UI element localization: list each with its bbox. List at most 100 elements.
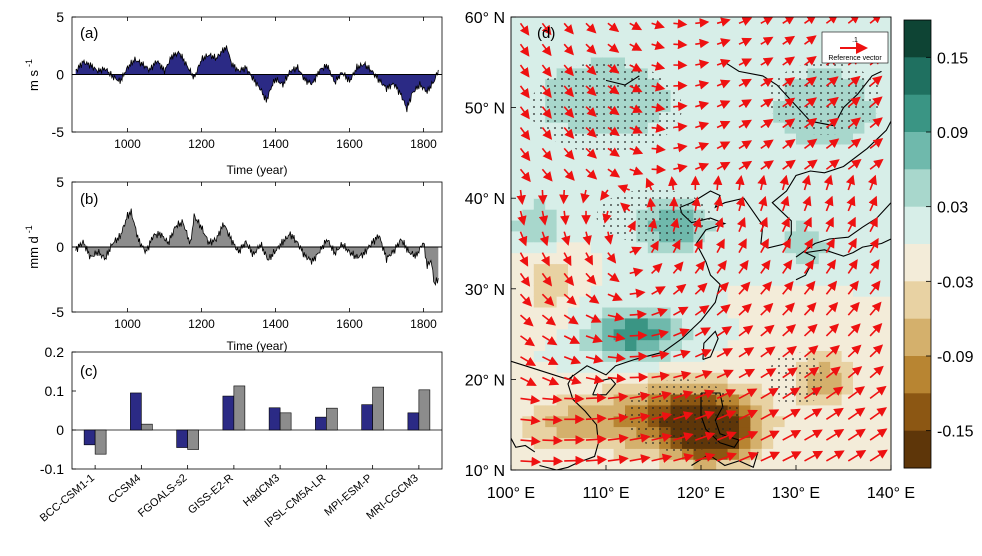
wind-vector [563, 85, 575, 98]
field-cell [625, 459, 637, 470]
field-cell [511, 415, 523, 428]
field-cell [773, 198, 786, 210]
field-cell [625, 46, 637, 58]
field-cell [704, 111, 717, 123]
field-cell [796, 404, 808, 417]
wind-vector [607, 312, 625, 322]
field-cell [796, 274, 808, 286]
field-cell [875, 165, 888, 178]
field-cell [682, 187, 694, 199]
field-cell [750, 187, 763, 199]
field-cell [887, 100, 891, 112]
field-cell [704, 209, 717, 221]
field-cell [602, 187, 615, 199]
field-cell [636, 252, 649, 265]
wind-vector [716, 369, 734, 379]
field-cell [887, 393, 891, 406]
field-cell [841, 165, 854, 178]
field-cell [864, 67, 877, 80]
wind-vector [563, 126, 575, 140]
wind-vector [585, 126, 597, 138]
wind-vector [782, 387, 801, 400]
field-cell [807, 306, 820, 319]
wind-vector [673, 349, 691, 359]
field-cell [545, 383, 558, 395]
field-cell [750, 46, 763, 58]
field-cell [568, 296, 580, 308]
panel-c-frame [71, 351, 443, 470]
panel-a-ylabel: m s -1 [24, 59, 41, 91]
colorbar-tick-label: 0.09 [937, 125, 968, 142]
field-cell [841, 296, 854, 308]
field-cell [556, 415, 569, 428]
field-cell [647, 306, 660, 319]
field-cell [727, 219, 740, 232]
field-cell [659, 459, 672, 470]
field-cell [556, 219, 569, 232]
field-cell [727, 361, 740, 373]
panel-b: 1000 1200 1400 1600 1800 -5 0 5 (b) Time (year)… [24, 174, 443, 353]
field-cell [830, 361, 843, 373]
field-cell [556, 448, 569, 460]
wind-vector [563, 147, 575, 160]
field-cell [511, 252, 523, 265]
field-cell [556, 252, 569, 265]
field-cell [807, 198, 820, 210]
field-cell [511, 393, 523, 406]
panel-d-label: (d) [537, 25, 555, 42]
field-cell [750, 209, 763, 221]
field-cell [784, 176, 797, 188]
field-cell [568, 306, 580, 319]
field-cell [625, 165, 637, 178]
field-cell [853, 361, 865, 373]
field-cell [704, 143, 717, 156]
field-cell [579, 263, 592, 275]
field-cell [670, 317, 683, 330]
wind-vector [651, 164, 667, 175]
field-cell [556, 350, 569, 362]
field-cell [807, 143, 820, 156]
wind-vector [673, 432, 694, 442]
field-cell [522, 165, 535, 178]
wind-vector [782, 138, 796, 150]
wind-vector [646, 197, 656, 211]
field-cell [807, 230, 820, 243]
wind-vector [538, 210, 549, 226]
field-cell [556, 143, 569, 156]
field-cell [796, 230, 808, 243]
field-cell [875, 306, 888, 319]
field-cell [784, 448, 797, 460]
field-cell [887, 285, 891, 297]
field-cell [875, 274, 888, 286]
wind-vector [607, 22, 620, 33]
field-cell [727, 459, 740, 470]
wind-vector [673, 370, 692, 380]
field-cell [533, 404, 546, 417]
field-cell [545, 176, 558, 188]
field-cell [636, 361, 649, 373]
field-cell [579, 285, 592, 297]
wind-vector [695, 142, 710, 152]
field-cell [636, 154, 649, 167]
field-cell [556, 317, 569, 330]
field-cell [784, 252, 797, 265]
wind-vector [847, 96, 861, 108]
field-cell [818, 404, 831, 417]
field-cell [522, 263, 535, 275]
field-cell [750, 415, 763, 428]
wind-vector [651, 102, 666, 113]
field-cell [511, 230, 523, 243]
wind-vector [804, 159, 818, 170]
field-cell [796, 426, 808, 438]
x-tick-label: 1200 [188, 317, 215, 331]
field-cell [727, 176, 740, 188]
field-cell [670, 56, 683, 69]
wind-vector [716, 452, 737, 462]
field-cell [533, 306, 546, 319]
field-cell [739, 187, 751, 199]
field-cell [750, 100, 763, 112]
bar [407, 412, 420, 431]
wind-vector [803, 259, 815, 274]
field-cell [533, 285, 546, 297]
field-cell [818, 209, 831, 221]
